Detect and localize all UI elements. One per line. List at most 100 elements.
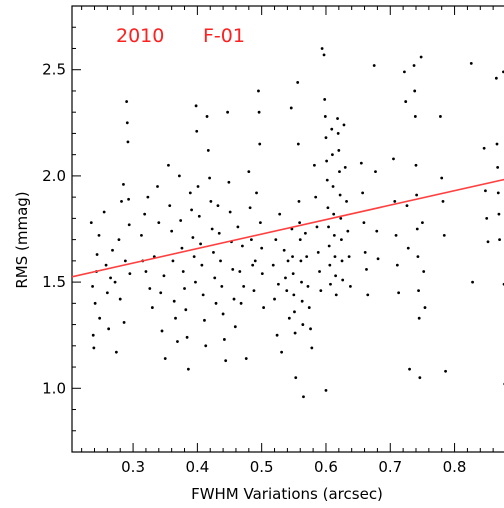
data-point (226, 110, 229, 114)
data-point (359, 161, 363, 165)
data-point (414, 163, 418, 167)
data-point (128, 272, 132, 275)
data-point (408, 367, 411, 371)
data-point (325, 159, 329, 163)
data-point (185, 335, 189, 339)
data-point (159, 291, 163, 295)
data-point (413, 89, 417, 93)
data-point (291, 272, 295, 275)
data-point (374, 170, 377, 174)
data-point (365, 267, 368, 271)
data-point (340, 259, 344, 263)
data-point (282, 248, 286, 252)
data-point (336, 132, 340, 135)
data-point (276, 282, 280, 286)
data-point (294, 376, 298, 380)
data-point (413, 115, 417, 118)
plot-area (71, 5, 504, 453)
data-point (439, 115, 442, 118)
data-point (252, 289, 256, 292)
data-point (345, 199, 348, 203)
data-point (338, 170, 341, 174)
data-point (247, 170, 251, 174)
data-point (144, 270, 148, 273)
data-point (298, 221, 302, 225)
data-point (331, 185, 335, 188)
data-point (471, 280, 474, 284)
data-point (293, 331, 297, 335)
data-point (292, 293, 296, 297)
data-point (191, 236, 195, 239)
y-tick-label: 1.0 (42, 379, 66, 397)
data-point (286, 259, 290, 263)
data-point (176, 340, 179, 343)
data-point (361, 191, 365, 195)
data-point (123, 259, 127, 263)
data-point (497, 212, 501, 216)
data-point (332, 233, 336, 237)
data-point (150, 306, 154, 309)
data-point (126, 140, 130, 144)
data-point (314, 195, 318, 199)
data-point (217, 231, 221, 235)
data-point (228, 210, 232, 214)
data-point (306, 284, 310, 288)
data-point (271, 263, 275, 267)
data-point (117, 238, 121, 242)
data-point (274, 238, 278, 242)
data-point (148, 287, 152, 290)
data-point (224, 359, 228, 363)
data-point (222, 338, 226, 341)
data-point (309, 327, 312, 331)
data-point (337, 149, 341, 152)
data-point (327, 225, 330, 229)
data-point (249, 238, 253, 242)
data-point (262, 306, 266, 309)
data-point (258, 221, 262, 225)
data-point (332, 212, 336, 216)
x-tick-label: 0.7 (378, 458, 402, 476)
data-point (310, 346, 314, 350)
data-point (172, 299, 176, 303)
data-point (318, 270, 321, 273)
data-point (240, 244, 244, 248)
data-point (95, 253, 99, 256)
fit-line-layer (71, 178, 504, 278)
data-point (406, 246, 410, 250)
data-point (219, 259, 222, 263)
data-point (422, 270, 426, 273)
data-point (171, 259, 175, 263)
data-point (257, 89, 260, 93)
data-point (177, 174, 181, 178)
annotation-year: 2010 (116, 25, 164, 47)
data-point (98, 316, 102, 320)
data-point (194, 280, 197, 284)
data-point (212, 250, 215, 254)
data-point (392, 157, 395, 161)
x-tick-label: 0.4 (185, 458, 209, 476)
data-point (221, 312, 225, 316)
data-point (125, 121, 129, 125)
data-point (273, 297, 276, 301)
data-point (102, 210, 106, 214)
data-point (238, 270, 242, 273)
data-point (498, 238, 501, 242)
y-tick-label: 2.5 (42, 61, 66, 79)
data-point (195, 129, 199, 133)
data-point (192, 255, 196, 259)
data-point (122, 321, 126, 324)
data-point (343, 166, 347, 169)
data-point (203, 318, 206, 322)
y-axis-label: RMS (mmag) (13, 191, 31, 288)
data-point (320, 47, 324, 50)
data-point (125, 100, 129, 103)
data-point (174, 316, 177, 320)
data-point (324, 136, 328, 140)
data-point (307, 306, 311, 309)
data-point (444, 369, 447, 373)
data-point (403, 70, 406, 74)
data-point (423, 306, 427, 309)
annotation-field: F-01 (203, 25, 245, 47)
data-point (232, 297, 236, 301)
data-point (300, 280, 303, 284)
